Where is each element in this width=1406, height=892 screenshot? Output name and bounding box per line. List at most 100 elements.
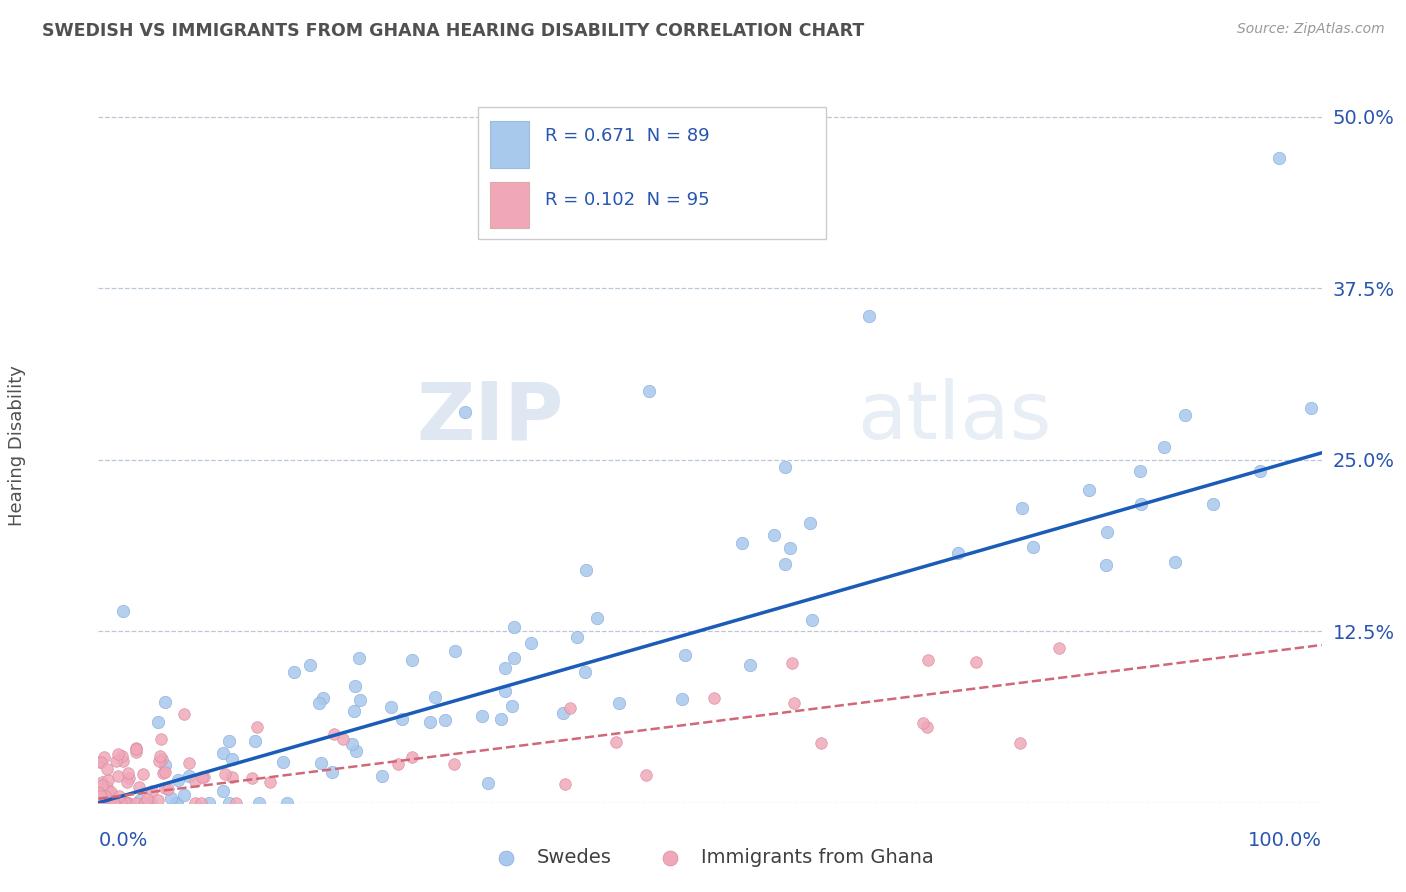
Point [965,655,987,669]
Point [141,784,163,798]
Point [212,783,235,797]
Point [1077,483,1099,497]
Point [671,691,693,706]
Point [146,715,169,730]
Point [100,796,122,810]
Point [146,793,169,807]
Point [240,772,263,786]
Point [89,756,111,770]
Point [574,665,596,680]
Point [108,789,131,803]
Point [115,796,138,810]
Point [387,757,409,772]
Point [165,796,187,810]
Point [340,737,363,751]
Point [149,731,172,746]
Point [111,796,134,810]
Point [347,651,370,665]
Text: atlas: atlas [856,378,1052,457]
Point [1095,558,1118,572]
Point [520,636,543,650]
Point [551,706,574,720]
Point [391,713,413,727]
Point [134,796,156,810]
Point [94,796,117,810]
Point [179,769,201,783]
Point [1164,555,1187,569]
Point [673,648,696,663]
Point [371,769,394,783]
Point [96,763,118,777]
Point [245,733,267,747]
Point [153,780,176,795]
Point [1301,401,1323,415]
Point [454,405,477,419]
Legend: Swedes, Immigrants from Ghana: Swedes, Immigrants from Ghana [478,840,942,875]
Point [149,749,172,764]
Point [917,652,939,666]
Point [946,546,969,560]
Point [637,384,661,398]
Point [917,720,939,734]
Text: 100.0%: 100.0% [1247,831,1322,850]
Point [87,796,110,810]
Text: Hearing Disability: Hearing Disability [8,366,25,526]
Point [118,772,141,786]
Point [349,693,371,707]
Point [117,766,139,780]
Point [218,733,240,747]
Text: R = 0.671  N = 89: R = 0.671 N = 89 [546,127,710,145]
Point [554,777,576,791]
Point [1174,408,1197,422]
Point [107,769,129,783]
Point [214,767,236,781]
Point [104,754,127,768]
Point [1095,525,1118,540]
Point [100,796,122,810]
Point [96,796,118,810]
Point [783,696,806,710]
Point [273,755,295,769]
Point [246,720,269,734]
Point [470,709,492,723]
Point [443,644,465,658]
Point [636,768,658,782]
Point [283,665,305,679]
Point [221,770,243,784]
Point [276,796,298,810]
Point [212,746,235,760]
FancyBboxPatch shape [478,107,827,239]
Point [401,653,423,667]
Point [738,657,761,672]
Point [153,765,176,780]
Point [309,756,332,770]
Point [1047,640,1070,655]
Point [299,658,322,673]
Point [100,785,122,799]
Point [1129,464,1152,478]
Point [1249,464,1271,478]
Point [494,660,516,674]
Point [247,796,270,810]
Point [731,535,754,549]
Text: ZIP: ZIP [416,378,564,457]
Point [494,683,516,698]
Point [703,691,725,706]
Point [134,796,156,810]
Point [117,796,139,810]
Text: Source: ZipAtlas.com: Source: ZipAtlas.com [1237,22,1385,37]
Point [502,620,524,634]
Point [191,770,214,784]
Point [105,796,128,810]
Point [166,772,188,787]
Point [501,699,523,714]
Point [104,792,127,806]
Point [575,563,598,577]
Point [433,713,456,727]
Point [166,796,188,810]
FancyBboxPatch shape [489,121,529,168]
Point [779,541,801,555]
Point [97,796,120,810]
Point [1268,151,1291,165]
Point [221,752,243,766]
